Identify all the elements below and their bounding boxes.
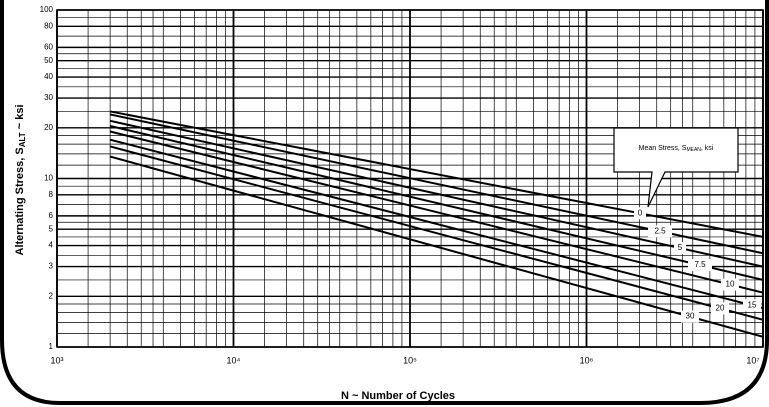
y-label-text: Alternating Stress, S: [14, 147, 26, 255]
series-label: 15: [748, 300, 757, 309]
y-tick-label: 5: [49, 224, 54, 233]
y-tick-label: 30: [44, 93, 53, 102]
series-line: [109, 138, 764, 310]
x-tick-label: 10³: [50, 355, 63, 365]
annotation: Mean Stress, SMEAN, ksi: [639, 145, 714, 153]
series-line: [109, 130, 764, 294]
x-tick-label: 10⁷: [746, 355, 759, 365]
y-tick-label: 20: [44, 123, 53, 132]
y-tick-label: 2: [49, 291, 54, 300]
y-tick-label: 4: [49, 241, 54, 250]
x-axis-label: N ~ Number of Cycles: [341, 390, 455, 402]
y-tick-label: 8: [49, 190, 54, 199]
series-label-box: [688, 259, 712, 272]
y-tick-label: 50: [44, 56, 53, 65]
y-tick-label: 10: [44, 174, 53, 183]
series-line: [109, 155, 764, 338]
series-line: [109, 119, 764, 268]
series-label: 20: [716, 303, 725, 312]
annotation-sub: MEAN: [686, 147, 701, 153]
annotation-text: Mean Stress, S: [639, 145, 687, 152]
series-label: 2.5: [654, 226, 666, 235]
x-tick-label: 10⁵: [403, 355, 417, 365]
y-label-sub: ALT: [18, 132, 27, 147]
y-tick-label: 80: [44, 21, 53, 30]
y-tick-label: 3: [49, 262, 54, 271]
series-label: 30: [686, 312, 695, 321]
plot-frame: [56, 9, 764, 348]
x-tick-label: 10⁶: [580, 355, 594, 365]
callout: [613, 127, 739, 208]
series-label: 7.5: [694, 260, 706, 269]
series-label-box: [648, 225, 672, 238]
series-label-box: [721, 278, 739, 291]
series-line: [109, 124, 764, 281]
series-label-box: [674, 242, 686, 255]
series-line: [109, 145, 764, 321]
series-label-box: [681, 310, 699, 323]
series-label: 5: [678, 243, 683, 252]
x-tick-label: 10⁴: [227, 355, 241, 365]
y-axis-label: Alternating Stress, SALT ~ ksi: [14, 105, 27, 256]
series-line: [109, 110, 764, 238]
series-label: 0: [638, 208, 643, 217]
y-label-suffix: ~ ksi: [14, 105, 26, 133]
y-tick-label: 60: [44, 42, 53, 51]
series-label: 10: [726, 280, 735, 289]
annotation-suffix: , ksi: [701, 145, 714, 152]
y-tick-label: 6: [49, 211, 54, 220]
y-tick-label: 40: [44, 72, 53, 81]
series-label-box: [743, 299, 761, 312]
y-tick-label: 1: [49, 342, 54, 351]
series-label-box: [711, 302, 729, 315]
series-label-box: [634, 207, 646, 220]
y-tick-label: 100: [40, 5, 54, 14]
